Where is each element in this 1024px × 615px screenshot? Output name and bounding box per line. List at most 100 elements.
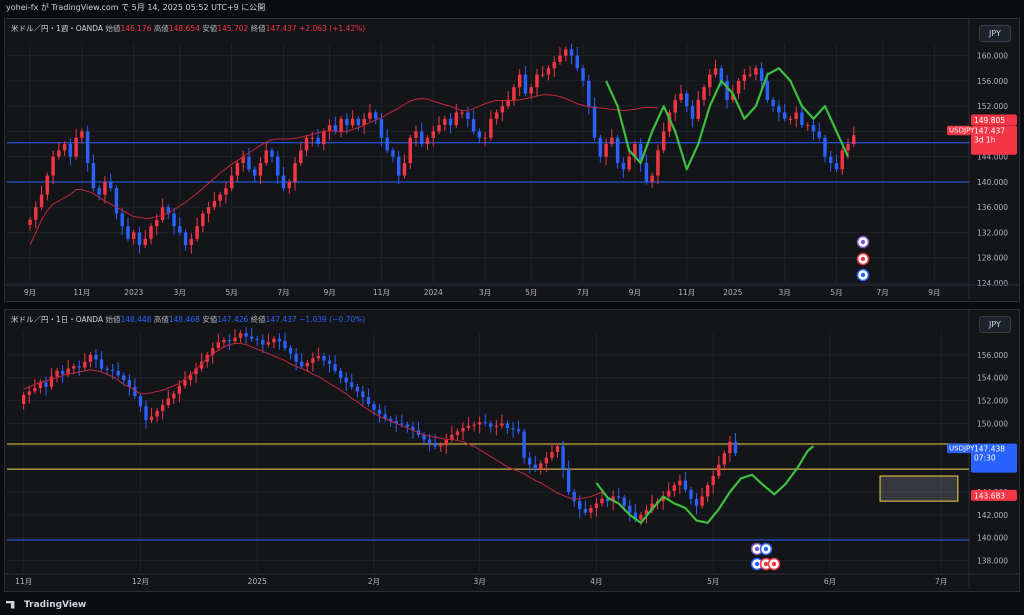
candle-body: [149, 416, 154, 420]
candle-body: [389, 418, 393, 422]
candle-body: [765, 80, 770, 100]
daily-chart-panel[interactable]: 米ドル／円・1日・OANDA 始値148.448 高値148.468 安値147…: [4, 309, 1020, 592]
x-tick-label: 2023: [124, 288, 143, 297]
candle-body: [437, 125, 441, 132]
x-tick-label: 9月: [928, 288, 940, 297]
weekly-legend: 米ドル／円・1週・OANDA 始値146.176 高値148.654 安値145…: [11, 23, 365, 34]
y-tick-label: 154.000: [977, 374, 1008, 383]
candle-body: [427, 439, 432, 443]
legend-open: 148.448: [120, 315, 152, 324]
candle-body: [261, 340, 265, 345]
candle-body: [344, 377, 348, 383]
candle-body: [433, 442, 437, 447]
candle-body: [283, 341, 287, 348]
japan-flag-icon-mark: [860, 256, 866, 262]
legend-high-label: 高値: [153, 315, 169, 324]
currency-button[interactable]: JPY: [979, 25, 1011, 42]
x-tick-label: 7月: [935, 577, 947, 586]
candle-body: [189, 238, 194, 246]
x-tick-label: 7月: [577, 288, 589, 297]
candle-body: [661, 496, 665, 502]
candle-body: [800, 112, 804, 126]
candle-body: [216, 342, 220, 348]
candle-body: [212, 200, 217, 208]
candle-body: [299, 150, 303, 163]
candle-body: [116, 370, 120, 376]
y-tick-label: 152.000: [977, 102, 1008, 111]
candle-body: [247, 156, 251, 170]
candle-body: [350, 382, 354, 387]
candle-body: [439, 445, 443, 447]
y-tick-label: 132.000: [977, 228, 1008, 237]
candle-body: [644, 510, 649, 515]
weekly-chart-svg[interactable]: 124.000 128.000 132.000 136.000 140.000 144.0…: [5, 19, 1019, 301]
candle-body: [460, 112, 464, 114]
y-tick-label: 140.000: [977, 178, 1008, 187]
candle-body: [222, 340, 226, 343]
price-tag: [971, 125, 1017, 155]
candle-body: [512, 87, 516, 100]
legend-open: 146.176: [120, 24, 152, 33]
candle-body: [300, 361, 304, 367]
candle-body: [483, 422, 487, 424]
candle-body: [505, 423, 510, 428]
candle-body: [133, 386, 137, 396]
x-tick-label: 2月: [368, 577, 380, 586]
candle-body: [294, 353, 298, 362]
candle-body: [694, 498, 699, 506]
candle-body: [638, 144, 643, 163]
candle-body: [610, 137, 614, 145]
candle-body: [362, 118, 366, 126]
candle-body: [77, 366, 81, 368]
candle-body: [149, 226, 153, 239]
candle-body: [733, 441, 738, 454]
candle-body: [83, 361, 87, 368]
x-tick-label: 2025: [723, 288, 742, 297]
candle-body: [711, 476, 715, 486]
candle-body: [224, 188, 228, 195]
candle-body: [633, 144, 637, 157]
candle-body: [39, 194, 44, 208]
candle-body: [444, 439, 448, 446]
candle-body: [589, 508, 593, 513]
candle-body: [748, 74, 752, 76]
candle-body: [88, 354, 93, 362]
price-tag: [971, 489, 1017, 501]
candle-body: [350, 118, 355, 126]
candle-body: [361, 391, 365, 398]
candle-body: [68, 144, 73, 157]
candle-body: [561, 446, 565, 470]
candle-body: [717, 464, 721, 476]
candle-body: [356, 118, 361, 126]
candle-body: [272, 338, 276, 343]
candle-body: [759, 68, 764, 81]
candle-body: [114, 188, 119, 214]
x-tick-label: 3月: [474, 577, 486, 586]
y-tick-label: 160.000: [977, 52, 1008, 61]
candle-body: [617, 496, 621, 498]
candle-body: [782, 112, 787, 119]
candle-body: [99, 359, 104, 369]
y-tick-label: 128.000: [977, 254, 1008, 263]
candle-body: [494, 425, 499, 427]
candle-body: [696, 99, 700, 119]
daily-chart-svg[interactable]: 138.000140.000142.000144.000146.000148.0…: [5, 310, 1019, 591]
target-zone-box: [879, 475, 959, 502]
candle-body: [722, 453, 726, 465]
y-tick-label: 144.000: [977, 153, 1008, 162]
candle-body: [552, 61, 556, 69]
candle-body: [385, 137, 389, 151]
candle-body: [742, 74, 747, 81]
x-tick-label: 11月: [15, 577, 32, 586]
candle-body: [85, 131, 90, 163]
weekly-chart-panel[interactable]: 米ドル／円・1週・OANDA 始値146.176 高値148.654 安値145…: [4, 18, 1020, 302]
x-tick-label: 11月: [73, 288, 90, 297]
candle-body: [366, 397, 371, 404]
currency-button[interactable]: JPY: [979, 316, 1011, 333]
symbol-tag: [947, 443, 971, 454]
candle-body: [233, 337, 237, 342]
x-tick-label: 3月: [479, 288, 491, 297]
candle-body: [454, 112, 459, 126]
candle-body: [500, 106, 505, 113]
legend-close: 147.437: [265, 24, 297, 33]
